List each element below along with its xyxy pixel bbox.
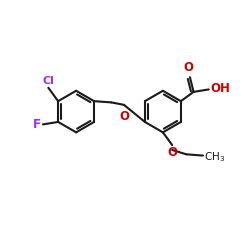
Text: O: O	[168, 146, 177, 159]
Text: CH$_3$: CH$_3$	[204, 150, 226, 164]
Text: F: F	[32, 118, 40, 131]
Text: O: O	[183, 61, 193, 74]
Text: Cl: Cl	[42, 76, 54, 86]
Text: OH: OH	[210, 82, 230, 95]
Text: O: O	[119, 110, 129, 123]
